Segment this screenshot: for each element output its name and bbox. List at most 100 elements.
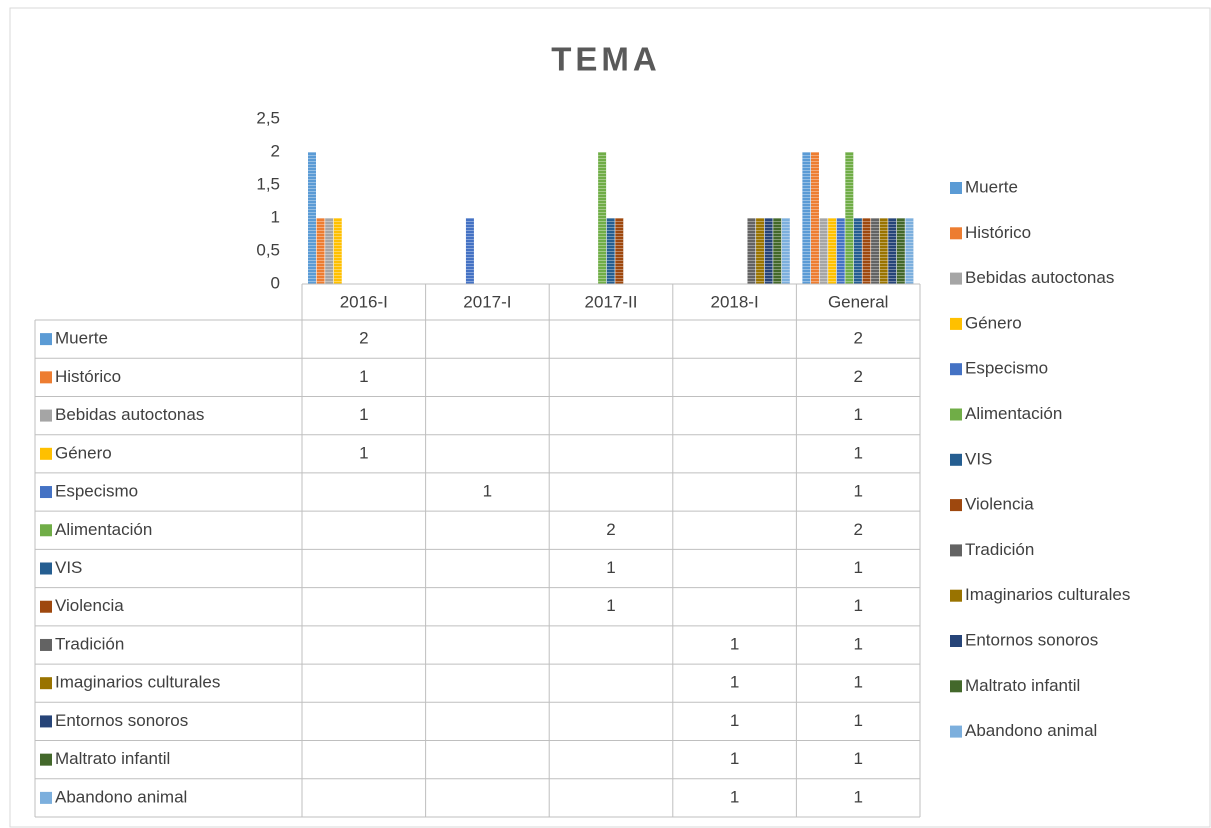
legend-swatch — [950, 544, 962, 557]
y-tick-label: 1 — [271, 207, 280, 226]
bar-texture — [598, 152, 607, 284]
bar-texture — [773, 218, 782, 284]
legend-label: Abandono animal — [965, 721, 1097, 740]
table-legend-key — [40, 677, 52, 690]
table-legend-key — [40, 409, 52, 422]
table-value: 1 — [606, 596, 615, 615]
legend-label: Histórico — [965, 223, 1031, 242]
table-value: 1 — [853, 749, 862, 768]
x-tick-label: 2017-II — [585, 292, 638, 311]
chart-title: TEMA — [551, 41, 661, 78]
legend-label: Maltrato infantil — [965, 676, 1080, 695]
bar-texture — [747, 218, 756, 284]
x-tick-label: 2017-I — [463, 292, 511, 311]
bar-texture — [871, 218, 880, 284]
legend-swatch — [950, 589, 962, 602]
table-value: 1 — [359, 405, 368, 424]
table-row-label: Violencia — [55, 596, 124, 615]
table-legend-key — [40, 715, 52, 728]
legend-swatch — [950, 272, 962, 285]
table-legend-key — [40, 486, 52, 499]
table-legend-key — [40, 638, 52, 651]
table-row-label: Muerte — [55, 329, 108, 348]
legend-label: Entornos sonoros — [965, 630, 1098, 649]
bar-texture — [879, 218, 888, 284]
x-tick-label: 2018-I — [710, 292, 758, 311]
table-row-label: Entornos sonoros — [55, 711, 188, 730]
table-value: 1 — [730, 787, 739, 806]
table-value: 1 — [606, 558, 615, 577]
bar-texture — [819, 218, 828, 284]
table-value: 1 — [853, 634, 862, 653]
table-value: 1 — [359, 443, 368, 462]
table-value: 2 — [853, 329, 862, 348]
bar-texture — [465, 218, 474, 284]
table-row-label: Abandono animal — [55, 787, 187, 806]
bar-texture — [333, 218, 342, 284]
table-row-label: Género — [55, 443, 112, 462]
table-row-label: Imaginarios culturales — [55, 673, 220, 692]
bar-texture — [325, 218, 334, 284]
bar-texture — [888, 218, 897, 284]
bar-texture — [802, 152, 811, 284]
legend-swatch — [950, 680, 962, 693]
table-row-label: VIS — [55, 558, 82, 577]
table-value: 1 — [730, 711, 739, 730]
table-legend-key — [40, 524, 52, 537]
legend-label: Bebidas autoctonas — [965, 268, 1114, 287]
table-value: 1 — [853, 558, 862, 577]
bar-texture — [615, 218, 624, 284]
table-value: 1 — [853, 711, 862, 730]
table-value: 1 — [853, 482, 862, 501]
bar-texture — [810, 152, 819, 284]
table-legend-key — [40, 753, 52, 766]
table-value: 1 — [853, 787, 862, 806]
y-tick-label: 0,5 — [256, 240, 280, 259]
bar-texture — [845, 152, 854, 284]
table-legend-key — [40, 600, 52, 613]
table-value: 2 — [359, 329, 368, 348]
table-legend-key — [40, 371, 52, 384]
bar-texture — [896, 218, 905, 284]
bar-texture — [905, 218, 914, 284]
legend-label: Imaginarios culturales — [965, 585, 1130, 604]
bar-texture — [828, 218, 837, 284]
legend-label: Tradición — [965, 540, 1034, 559]
table-value: 1 — [853, 405, 862, 424]
table-row-label: Maltrato infantil — [55, 749, 170, 768]
table-row-label: Tradición — [55, 634, 124, 653]
table-value: 1 — [730, 749, 739, 768]
chart-frame — [9, 7, 1211, 828]
x-tick-label: 2016-I — [340, 292, 388, 311]
legend-swatch — [950, 182, 962, 194]
table-value: 2 — [853, 367, 862, 386]
x-tick-label: General — [828, 292, 888, 311]
legend-label: Violencia — [965, 495, 1034, 514]
legend-swatch — [950, 363, 962, 376]
table-legend-key — [40, 333, 52, 346]
legend-swatch — [950, 499, 962, 512]
legend-swatch — [950, 317, 962, 330]
table-row-label: Especismo — [55, 482, 138, 501]
table-value: 1 — [730, 673, 739, 692]
table-value: 1 — [359, 367, 368, 386]
table-value: 1 — [853, 673, 862, 692]
table-row-label: Histórico — [55, 367, 121, 386]
table-value: 1 — [853, 596, 862, 615]
table-value: 1 — [853, 443, 862, 462]
table-value: 1 — [483, 482, 492, 501]
bar-texture — [764, 218, 773, 284]
y-tick-label: 2 — [271, 141, 280, 160]
table-legend-key — [40, 562, 52, 575]
bar-texture — [862, 218, 871, 284]
bar-texture — [606, 218, 615, 284]
legend-swatch — [950, 725, 962, 738]
legend-label: Muerte — [965, 177, 1018, 196]
bar-texture — [308, 152, 316, 284]
table-value: 2 — [853, 520, 862, 539]
legend-swatch — [950, 408, 962, 421]
bar-texture — [781, 218, 790, 284]
bar-texture — [756, 218, 765, 284]
bar-texture — [316, 218, 325, 284]
